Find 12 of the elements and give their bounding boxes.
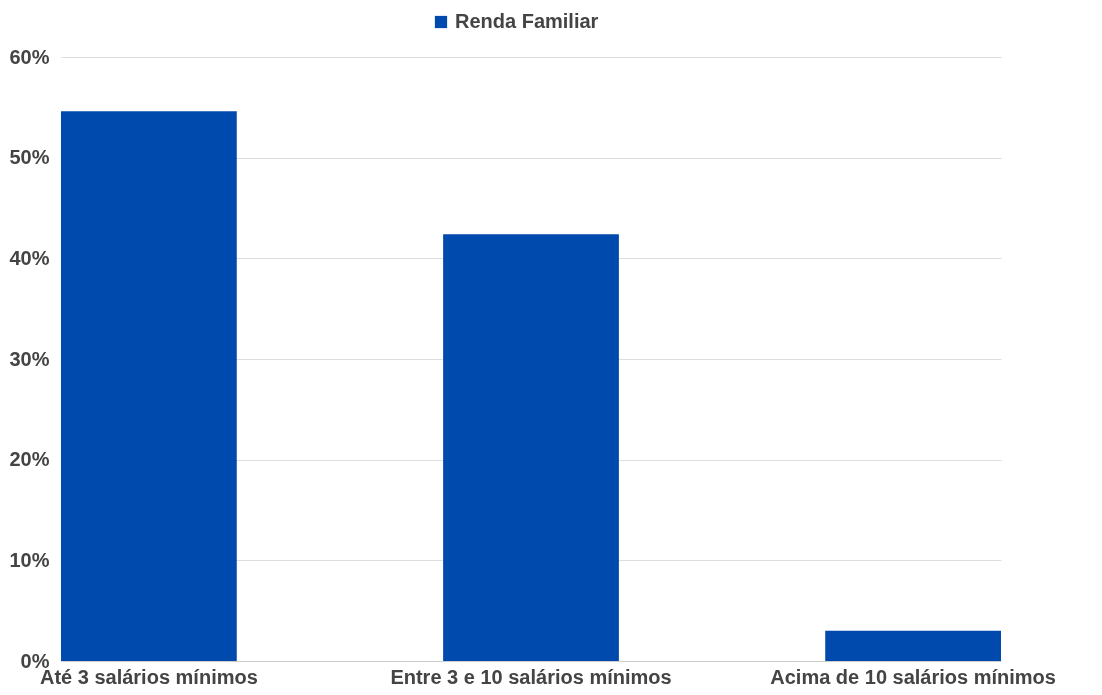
y-tick-label: 10% xyxy=(9,548,50,571)
y-tick-label: 40% xyxy=(9,246,50,269)
bar xyxy=(61,111,237,661)
x-tick-label: Acima de 10 salários mínimos xyxy=(770,665,1056,688)
bar xyxy=(443,234,619,661)
bar xyxy=(825,630,1001,661)
y-tick-label: 20% xyxy=(9,448,50,471)
y-tick-label: 50% xyxy=(9,146,50,169)
y-tick-label: 60% xyxy=(9,45,50,68)
y-tick-label: 30% xyxy=(9,347,50,370)
x-tick-label: Entre 3 e 10 salários mínimos xyxy=(390,665,672,688)
legend-label: Renda Familiar xyxy=(455,10,599,32)
